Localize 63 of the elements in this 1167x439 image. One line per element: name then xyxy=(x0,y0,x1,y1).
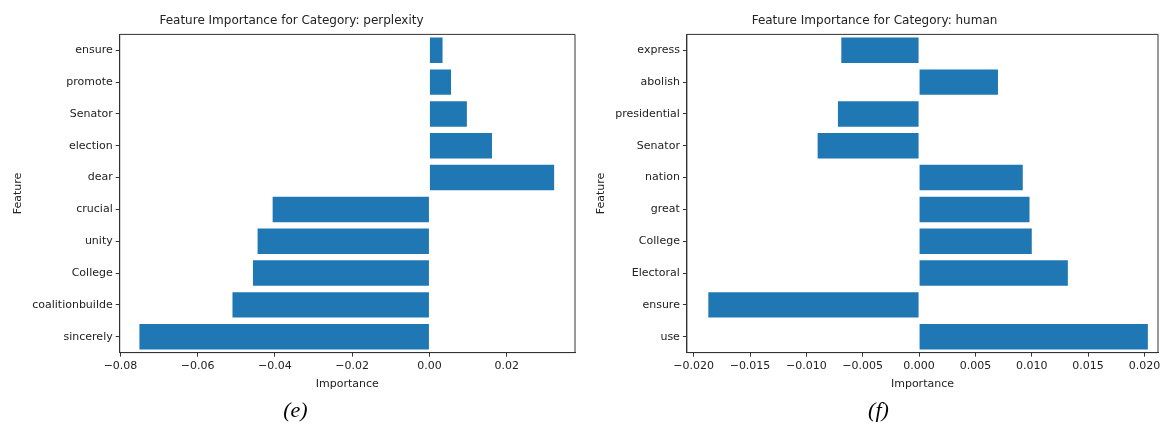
y-tick-label: crucial xyxy=(76,202,113,216)
x-tick-label: −0.020 xyxy=(673,359,715,373)
y-tick-label: ensure xyxy=(642,297,681,311)
x-tick-label: −0.02 xyxy=(335,359,370,373)
bar xyxy=(919,196,1030,223)
chart-title: Feature Importance for Category: human xyxy=(751,13,998,28)
y-tick-label: promote xyxy=(66,74,113,88)
x-tick-label: 0.02 xyxy=(494,359,519,373)
x-tick-label: −0.010 xyxy=(786,359,827,373)
y-tick-label: coalitionbuilde xyxy=(32,297,113,311)
bar xyxy=(919,164,1023,191)
text: (e) xyxy=(283,397,308,423)
y-axis-title: Feature xyxy=(11,172,25,215)
bar xyxy=(837,101,919,127)
y-tick-label: unity xyxy=(84,234,114,248)
y-tick-label: great xyxy=(650,202,681,216)
bar xyxy=(429,101,467,127)
bar xyxy=(429,69,452,95)
x-axis-title: Importance xyxy=(890,377,955,391)
bar xyxy=(429,164,555,191)
x-tick-label: −0.005 xyxy=(842,359,884,373)
y-tick-label: use xyxy=(660,329,681,343)
y-tick-label: dear xyxy=(87,170,114,184)
y-tick-label: College xyxy=(638,234,681,248)
y-axis-title: Feature xyxy=(594,172,608,215)
text: (f) xyxy=(868,397,889,423)
bar xyxy=(708,292,919,318)
x-tick-label: 0.010 xyxy=(1016,359,1048,373)
bar xyxy=(272,196,429,223)
bar xyxy=(919,260,1068,286)
y-tick-label: Senator xyxy=(69,106,114,120)
y-tick-label: ensure xyxy=(75,43,113,57)
x-tick-label: −0.08 xyxy=(103,359,138,373)
y-tick-label: College xyxy=(71,265,113,279)
y-tick-label: Electoral xyxy=(631,265,680,279)
bar xyxy=(429,37,443,64)
y-tick-label: abolish xyxy=(640,74,680,88)
bar xyxy=(919,69,998,95)
bar xyxy=(257,228,429,254)
x-tick-label: −0.04 xyxy=(258,359,292,373)
y-tick-label: election xyxy=(69,138,113,152)
x-axis-title: Importance xyxy=(315,377,380,391)
y-tick-label: express xyxy=(637,43,681,57)
y-tick-label: Senator xyxy=(636,138,681,152)
bar xyxy=(841,37,919,64)
x-tick-label: −0.06 xyxy=(180,359,215,373)
bar xyxy=(817,133,919,159)
bar xyxy=(252,260,429,286)
bar xyxy=(232,292,429,318)
y-tick-label: presidential xyxy=(615,106,680,120)
y-tick-label: nation xyxy=(645,170,680,184)
y-tick-label: sincerely xyxy=(63,329,114,343)
bar xyxy=(429,133,492,159)
bar xyxy=(919,323,1148,350)
x-tick-label: 0.00 xyxy=(417,359,442,373)
x-tick-label: 0.000 xyxy=(903,359,935,373)
bar xyxy=(919,228,1032,254)
x-tick-label: 0.015 xyxy=(1072,359,1104,373)
bar xyxy=(139,323,429,350)
x-tick-label: 0.020 xyxy=(1128,359,1161,373)
chart-title: Feature Importance for Category: perplexity xyxy=(159,13,424,28)
x-tick-label: 0.005 xyxy=(959,359,992,373)
x-tick-label: −0.015 xyxy=(729,359,771,373)
